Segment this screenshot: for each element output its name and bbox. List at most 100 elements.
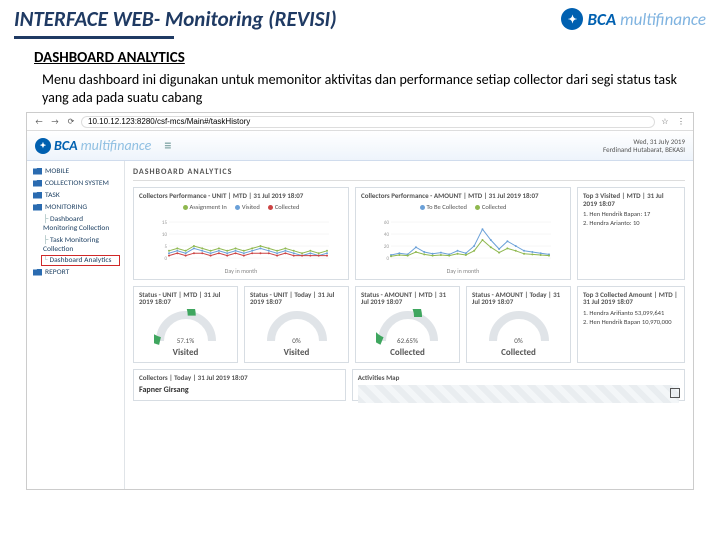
gauge-percent: 0% — [487, 336, 551, 345]
map-placeholder[interactable] — [358, 385, 679, 403]
brand-sub: multifinance — [620, 9, 706, 30]
rank-list: 1. Hen Hendrik Bapan: 17 2. Hendra Arian… — [583, 210, 679, 228]
sidebar-label: COLLECTION SYSTEM — [45, 179, 109, 188]
sidebar-item-monitoring[interactable]: MONITORING — [31, 201, 120, 213]
card-top-visited: Top 3 Visited | MTD | 31 Jul 2019 18:07 … — [577, 187, 685, 280]
folder-icon — [33, 168, 42, 175]
card-title: Status - UNIT | Today | 31 Jul 2019 18:0… — [250, 291, 343, 306]
sidebar-item-mobile[interactable]: MOBILE — [31, 165, 120, 177]
card-title: Top 3 Visited | MTD | 31 Jul 2019 18:07 — [583, 192, 679, 207]
gauge-percent: 57.1% — [154, 336, 218, 345]
chart-legend: To Be Collected Collected — [361, 203, 565, 211]
gauge: 57.1% Visited — [139, 309, 232, 358]
section-title: DASHBOARD ANALYTICS — [34, 49, 720, 67]
fullscreen-icon[interactable] — [670, 388, 680, 398]
gauge-label: Visited — [284, 347, 310, 358]
card-gauge: Status - UNIT | MTD | 31 Jul 2019 18:07 … — [133, 286, 238, 363]
legend-item: Collected — [268, 203, 300, 211]
url-input[interactable] — [81, 116, 655, 128]
list-item: 1. Hendra Arifianto 53,099,641 — [583, 309, 679, 318]
card-title: Status - AMOUNT | Today | 31 Jul 2019 18… — [472, 291, 565, 306]
chart-legend: Assignment In Visited Collected — [139, 203, 343, 211]
sidebar-label: Dashboard Analytics — [49, 256, 111, 265]
folder-icon — [33, 192, 42, 199]
gauge: 0% Visited — [250, 309, 343, 358]
collector-name: Fapner Girsang — [139, 385, 340, 395]
sidebar-sub-task-monitoring[interactable]: ├ Task Monitoring Collection — [41, 234, 120, 255]
gauge-label: Collected — [501, 347, 536, 358]
svg-text:5: 5 — [164, 244, 167, 250]
line-chart: 0 5 10 15 — [139, 213, 343, 267]
user-info: Wed, 31 July 2019 Ferdinand Hutabarat, B… — [603, 138, 685, 153]
sidebar-sub-dashboard-monitoring[interactable]: ├ Dashboard Monitoring Collection — [41, 213, 120, 234]
svg-text:40: 40 — [384, 232, 390, 238]
card-title: Activities Map — [358, 374, 679, 382]
card-title: Collectors Performance - UNIT | MTD | 31… — [139, 192, 343, 200]
back-icon[interactable]: ← — [33, 116, 45, 128]
browser-window: ← → ⟳ ☆ ⋮ ✦ BCAmultifinance ≡ Wed, 31 Ju… — [26, 112, 694, 490]
legend-item: Assignment In — [183, 203, 227, 211]
menu-icon[interactable]: ⋮ — [675, 116, 687, 128]
sidebar-sub-dashboard-analytics[interactable]: └ Dashboard Analytics — [41, 255, 120, 266]
breadcrumb: DASHBOARD ANALYTICS — [133, 167, 685, 181]
folder-icon — [33, 180, 42, 187]
list-item: 2. Hendra Arianto: 10 — [583, 219, 679, 228]
svg-text:60: 60 — [384, 220, 390, 226]
rank-list: 1. Hendra Arifianto 53,099,641 2. Hen He… — [583, 309, 679, 327]
app-brand-icon: ✦ — [35, 138, 51, 154]
card-title: Collectors | Today | 31 Jul 2019 18:07 — [139, 374, 340, 382]
card-gauge: Status - AMOUNT | MTD | 31 Jul 2019 18:0… — [355, 286, 460, 363]
card-gauge: Status - AMOUNT | Today | 31 Jul 2019 18… — [466, 286, 571, 363]
sidebar-label: MOBILE — [45, 167, 69, 176]
app-header: ✦ BCAmultifinance ≡ Wed, 31 July 2019 Fe… — [27, 131, 693, 161]
browser-url-bar: ← → ⟳ ☆ ⋮ — [27, 113, 693, 131]
card-gauge: Status - UNIT | Today | 31 Jul 2019 18:0… — [244, 286, 349, 363]
folder-icon — [33, 204, 42, 211]
sidebar-label: Dashboard Monitoring Collection — [43, 215, 109, 233]
forward-icon[interactable]: → — [49, 116, 61, 128]
gauge-percent: 0% — [265, 336, 329, 345]
sidebar-label: TASK — [45, 191, 60, 200]
card-activities-map: Activities Map — [352, 369, 685, 401]
list-item: 1. Hen Hendrik Bapan: 17 — [583, 210, 679, 219]
gauge-label: Collected — [390, 347, 425, 358]
card-title: Status - UNIT | MTD | 31 Jul 2019 18:07 — [139, 291, 232, 306]
svg-text:0: 0 — [386, 256, 389, 262]
sidebar: MOBILE COLLECTION SYSTEM TASK MONITORING… — [27, 161, 125, 489]
gauge-label: Visited — [173, 347, 199, 358]
list-item: 2. Hen Hendrik Bapan 10,970,000 — [583, 318, 679, 327]
slide-title: INTERFACE WEB- Monitoring (REVISI) — [14, 6, 337, 32]
main-content: DASHBOARD ANALYTICS Collectors Performan… — [125, 161, 693, 489]
section-description: Menu dashboard ini digunakan untuk memon… — [42, 71, 690, 106]
card-collectors: Collectors | Today | 31 Jul 2019 18:07 F… — [133, 369, 346, 401]
axis-label: Day in month — [361, 267, 565, 275]
card-perf-amount: Collectors Performance - AMOUNT | MTD | … — [355, 187, 571, 280]
card-title: Status - AMOUNT | MTD | 31 Jul 2019 18:0… — [361, 291, 454, 306]
svg-text:10: 10 — [162, 232, 168, 238]
header-user: Ferdinand Hutabarat, BEKASI — [603, 146, 685, 154]
gauge-percent: 62.65% — [376, 336, 440, 345]
star-icon[interactable]: ☆ — [659, 116, 671, 128]
folder-icon — [33, 269, 42, 276]
title-underline — [14, 36, 174, 39]
brand-logo-header: ✦ BCAmultifinance — [561, 8, 706, 30]
legend-item: Visited — [235, 203, 260, 211]
svg-text:20: 20 — [384, 244, 390, 250]
brand-main: BCA — [587, 9, 616, 30]
brand-icon: ✦ — [561, 8, 583, 30]
sidebar-item-collection-system[interactable]: COLLECTION SYSTEM — [31, 177, 120, 189]
sidebar-item-report[interactable]: REPORT — [31, 266, 120, 278]
sidebar-label: REPORT — [45, 268, 69, 277]
axis-label: Day in month — [139, 267, 343, 275]
app-brand-main: BCA — [54, 137, 78, 154]
svg-text:15: 15 — [162, 220, 168, 226]
card-title: Top 3 Collected Amount | MTD | 31 Jul 20… — [583, 291, 679, 306]
svg-text:0: 0 — [164, 256, 167, 262]
reload-icon[interactable]: ⟳ — [65, 116, 77, 128]
line-chart: 0 20 40 60 — [361, 213, 565, 267]
sidebar-label: MONITORING — [45, 203, 87, 212]
sidebar-label: Task Monitoring Collection — [43, 236, 99, 254]
card-title: Collectors Performance - AMOUNT | MTD | … — [361, 192, 565, 200]
hamburger-icon[interactable]: ≡ — [164, 137, 171, 154]
sidebar-item-task[interactable]: TASK — [31, 189, 120, 201]
